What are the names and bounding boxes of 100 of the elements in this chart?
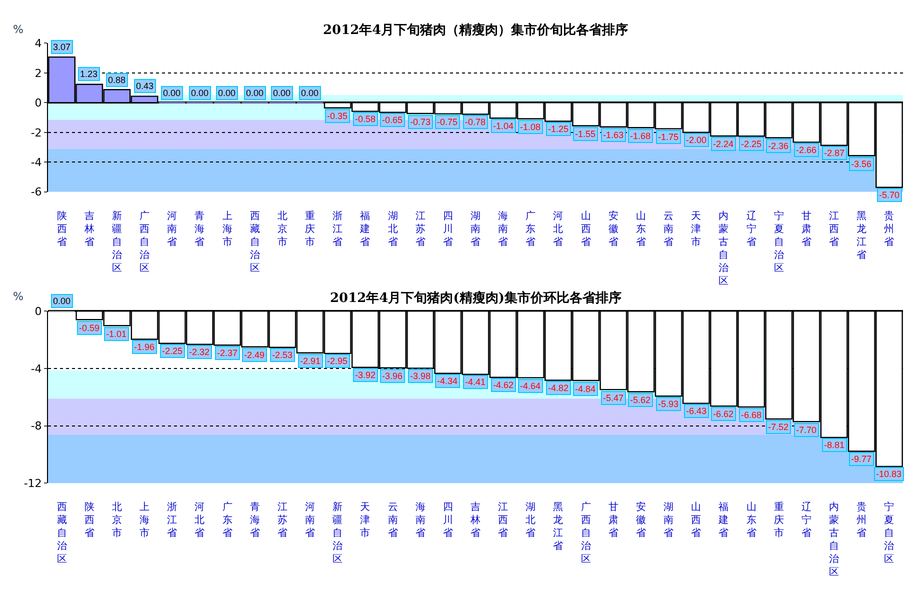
y-tick-label: -8 (30, 420, 42, 433)
x-tick-label: 江西省 (498, 501, 508, 540)
data-label: -2.25 (162, 346, 183, 356)
data-label: 0.00 (246, 88, 264, 98)
data-label: -2.49 (244, 350, 265, 360)
data-label: 0.00 (53, 296, 71, 306)
x-tick-label: 吉林省 (470, 501, 480, 540)
x-tick-label: 广东省 (222, 501, 232, 540)
x-tick-label: 新疆自治区 (332, 501, 343, 566)
x-tick-label: 重庆市 (774, 501, 784, 540)
x-tick-label: 重庆市 (305, 210, 316, 248)
chart-title: 2012年4月下旬猪肉（精瘦肉）集市价旬比各省排序 (323, 22, 628, 38)
x-tick-label: 新疆自治区 (112, 210, 122, 274)
data-label: -1.75 (658, 132, 679, 142)
y-tick-label: 0 (34, 96, 42, 110)
x-tick-label: 海南省 (415, 501, 426, 540)
data-label: -0.35 (327, 111, 348, 121)
x-tick-label: 安徽省 (608, 210, 618, 248)
y-tick-label: -6 (30, 186, 42, 199)
data-label: 0.43 (136, 81, 154, 91)
data-label: 0.00 (163, 88, 181, 98)
data-label: -2.91 (300, 356, 321, 366)
y-tick-label: 0 (34, 304, 42, 318)
data-label: -1.04 (493, 121, 514, 131)
data-label: -0.78 (465, 117, 486, 127)
data-label: -0.73 (410, 117, 431, 127)
x-tick-label: 湖北省 (526, 501, 536, 540)
x-tick-label: 吉林省 (83, 210, 94, 248)
data-label: 3.07 (53, 42, 71, 52)
x-tick-label: 安徽省 (636, 501, 646, 540)
y-tick-label: 2 (34, 66, 42, 80)
data-label: -3.92 (355, 370, 376, 380)
x-tick-label: 天津市 (360, 502, 370, 540)
data-label: -1.63 (603, 130, 624, 140)
data-label: -0.59 (79, 323, 100, 333)
data-label: -4.64 (520, 381, 541, 391)
y-axis-title: % (13, 290, 24, 303)
x-tick-label: 江西省 (829, 210, 840, 248)
x-tick-label: 河北省 (553, 210, 564, 248)
data-label: -2.25 (741, 139, 762, 149)
x-tick-label: 山东省 (636, 210, 646, 248)
x-tick-label: 北京市 (277, 210, 288, 248)
data-label: 0.00 (218, 88, 236, 98)
x-tick-label: 辽宁省 (746, 210, 756, 248)
x-tick-label: 湖南省 (664, 501, 674, 540)
x-tick-label: 广东省 (526, 210, 536, 248)
x-tick-label: 河南省 (305, 501, 316, 540)
data-label: -2.87 (824, 148, 845, 158)
data-label: -3.56 (851, 159, 872, 169)
data-label: -4.62 (493, 380, 514, 390)
data-label: -2.37 (217, 348, 238, 358)
x-tick-label: 黑龙江省 (553, 502, 564, 552)
x-tick-label: 北京市 (112, 501, 122, 540)
x-tick-label: 山西省 (691, 501, 702, 540)
data-label: -5.70 (879, 190, 900, 200)
data-label: -2.66 (796, 145, 817, 155)
x-tick-label: 云南省 (388, 502, 398, 540)
data-label: -5.47 (603, 393, 624, 403)
data-label: -0.65 (382, 115, 403, 125)
x-tick-label: 西藏自治区 (250, 210, 260, 274)
data-label: -4.82 (548, 383, 569, 393)
y-tick-label: -4 (30, 156, 42, 169)
x-tick-label: 湖北省 (388, 210, 398, 248)
x-tick-label: 宁夏自治区 (774, 210, 784, 274)
x-tick-label: 海南省 (498, 210, 508, 248)
x-tick-label: 湖南省 (470, 210, 480, 248)
data-label: 0.00 (301, 88, 319, 98)
data-label: -1.01 (106, 329, 127, 339)
data-label: -1.55 (575, 129, 596, 139)
y-tick-label: -4 (30, 362, 42, 376)
x-tick-label: 河南省 (167, 210, 178, 248)
x-tick-label: 云南省 (664, 210, 674, 248)
x-tick-label: 河北省 (194, 501, 205, 540)
x-tick-label: 陕西省 (84, 501, 94, 540)
data-label: -2.53 (272, 350, 293, 360)
data-label: -1.68 (630, 131, 651, 141)
x-tick-label: 江苏省 (277, 501, 288, 540)
data-label: -8.81 (824, 440, 845, 450)
data-label: -0.75 (437, 117, 458, 127)
x-tick-label: 内蒙古自治区 (718, 210, 729, 287)
data-label: -6.62 (713, 409, 734, 419)
data-label: 0.88 (108, 75, 126, 85)
x-tick-label: 上海市 (222, 210, 232, 248)
data-label: -6.43 (686, 406, 707, 416)
x-tick-label: 青海省 (250, 501, 260, 540)
x-tick-label: 浙江省 (332, 210, 343, 248)
data-label: -1.08 (520, 122, 541, 132)
x-tick-label: 四川省 (442, 210, 453, 248)
data-label: -3.98 (410, 371, 431, 381)
data-label: -5.93 (658, 399, 679, 409)
data-label: -2.95 (327, 356, 348, 366)
x-tick-label: 辽宁省 (801, 501, 812, 540)
y-tick-label: -12 (24, 477, 42, 490)
data-label: -3.96 (382, 371, 403, 381)
data-label: -4.41 (465, 377, 486, 387)
x-tick-label: 山西省 (580, 210, 591, 248)
data-label: -7.52 (768, 422, 789, 432)
x-tick-label: 西藏自治区 (56, 502, 67, 566)
data-label: -6.68 (741, 410, 762, 420)
data-label: -1.25 (548, 124, 569, 134)
